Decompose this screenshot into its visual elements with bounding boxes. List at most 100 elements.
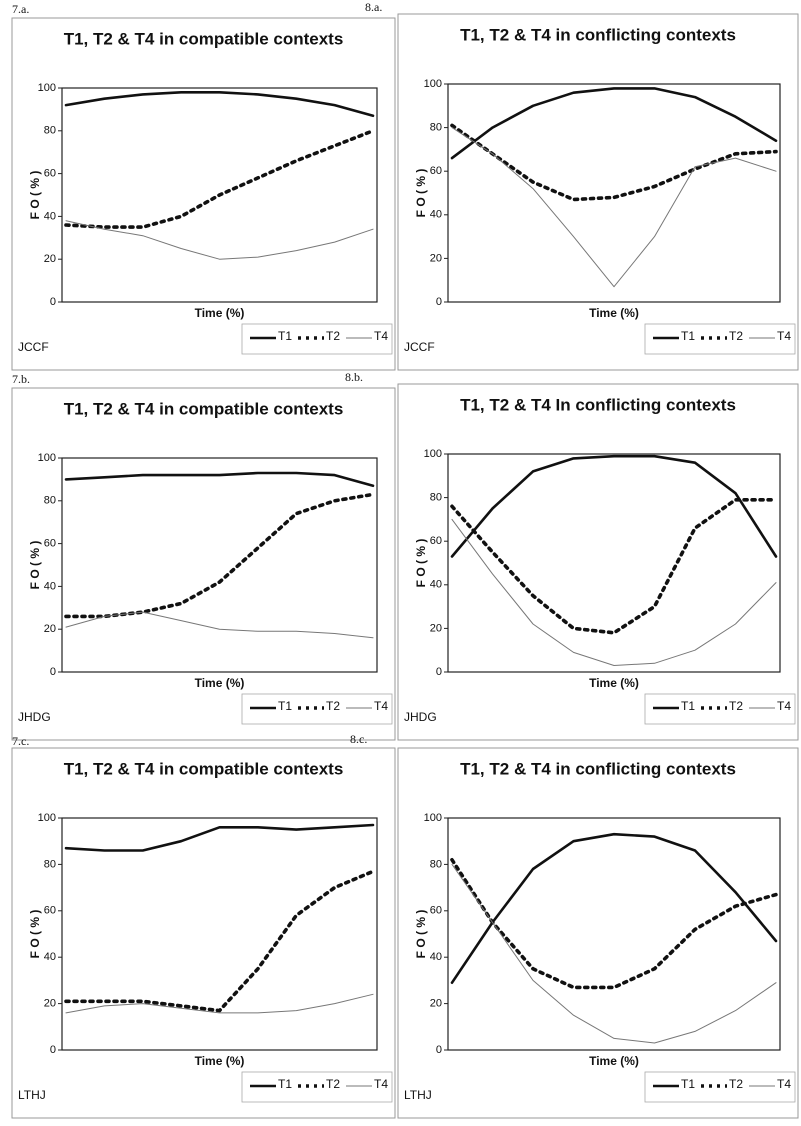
panel-label: 8.a. [365,0,382,14]
series-line [451,127,777,288]
y-tick-label: 20 [44,623,56,635]
panel-label: 8.b. [345,370,363,384]
panel-label: 7.c. [12,734,29,748]
panel-frame [11,17,396,371]
legend-label: T4 [374,1077,388,1091]
plot-area [61,457,378,673]
legend-label: T1 [278,1077,292,1091]
series-line [450,123,778,202]
legend-label: T1 [278,699,292,713]
y-tick-label: 100 [424,78,442,90]
y-tick-label: 40 [44,210,56,222]
series-line [65,220,374,260]
legend-label: T1 [681,329,695,343]
legend-label: T1 [278,329,292,343]
annotation: LTHJ [18,1088,46,1102]
legend-label: T2 [729,699,743,713]
x-axis-label: Time (%) [195,676,245,690]
series-line [451,518,777,666]
legend-label: T2 [729,329,743,343]
plot-area [61,87,378,303]
y-tick-label: 40 [44,580,56,592]
panel-frame [397,747,799,1119]
chart-title: T1, T2 & T4 in conflicting contexts [460,25,736,44]
y-tick-label: 60 [430,535,442,547]
y-tick-label: 100 [38,452,56,464]
y-tick-label: 40 [44,951,56,963]
legend-label: T1 [681,1077,695,1091]
chart-title: T1, T2 & T4 in compatible contexts [64,759,344,778]
annotation: JCCF [18,340,49,354]
series-line [450,858,778,990]
legend-label: T2 [729,1077,743,1091]
legend-label: T2 [326,699,340,713]
x-axis-label: Time (%) [195,1054,245,1068]
y-tick-label: 0 [436,1044,442,1056]
legend-label: T4 [374,329,388,343]
y-tick-label: 80 [44,495,56,507]
y-tick-label: 0 [50,666,56,678]
panel-label: 8.c. [350,732,367,746]
annotation: LTHJ [404,1088,432,1102]
annotation: JCCF [404,340,435,354]
series-line [451,863,777,1044]
chart-title: T1, T2 & T4 in compatible contexts [64,29,344,48]
legend-label: T4 [777,329,791,343]
y-tick-label: 0 [50,1044,56,1056]
panel-frame [397,13,799,371]
plot-area [447,453,781,673]
series-line [64,129,375,229]
series-line [64,91,375,118]
y-tick-label: 60 [44,538,56,550]
series-line [64,492,375,619]
y-tick-label: 40 [430,209,442,221]
y-tick-label: 100 [424,812,442,824]
legend-label: T4 [374,699,388,713]
series-line [450,832,778,984]
y-tick-label: 80 [430,122,442,134]
annotation: JHDG [404,710,437,724]
annotation: JHDG [18,710,51,724]
x-axis-label: Time (%) [589,1054,639,1068]
legend-label: T1 [681,699,695,713]
y-tick-label: 20 [430,998,442,1010]
y-tick-label: 20 [430,622,442,634]
panel-label: 7.a. [12,2,29,16]
panel-frame [11,387,396,741]
y-tick-label: 20 [44,998,56,1010]
y-axis-label: F O ( % ) [28,910,42,959]
series-line [64,471,375,488]
y-tick-label: 40 [430,951,442,963]
y-axis-label: F O ( % ) [414,910,428,959]
panel-label: 7.b. [12,372,30,386]
series-line [64,823,375,852]
y-tick-label: 80 [44,125,56,137]
y-tick-label: 0 [50,296,56,308]
y-tick-label: 0 [436,296,442,308]
legend-label: T2 [326,1077,340,1091]
y-tick-label: 80 [430,492,442,504]
y-tick-label: 20 [430,252,442,264]
y-tick-label: 40 [430,579,442,591]
y-axis-label: F O ( % ) [414,169,428,218]
legend-label: T4 [777,1077,791,1091]
y-tick-label: 20 [44,253,56,265]
y-axis-label: F O ( % ) [414,539,428,588]
chart-title: T1, T2 & T4 in compatible contexts [64,399,344,418]
series-line [450,87,778,160]
plot-area [447,817,781,1051]
chart-title: T1, T2 & T4 in conflicting contexts [460,759,736,778]
y-tick-label: 0 [436,666,442,678]
y-tick-label: 100 [424,448,442,460]
y-tick-label: 100 [38,82,56,94]
legend-label: T2 [326,329,340,343]
series-line [450,454,778,558]
y-tick-label: 80 [430,858,442,870]
series-line [450,498,778,635]
series-line [65,993,374,1014]
legend-label: T4 [777,699,791,713]
y-tick-label: 60 [44,168,56,180]
y-tick-label: 100 [38,812,56,824]
